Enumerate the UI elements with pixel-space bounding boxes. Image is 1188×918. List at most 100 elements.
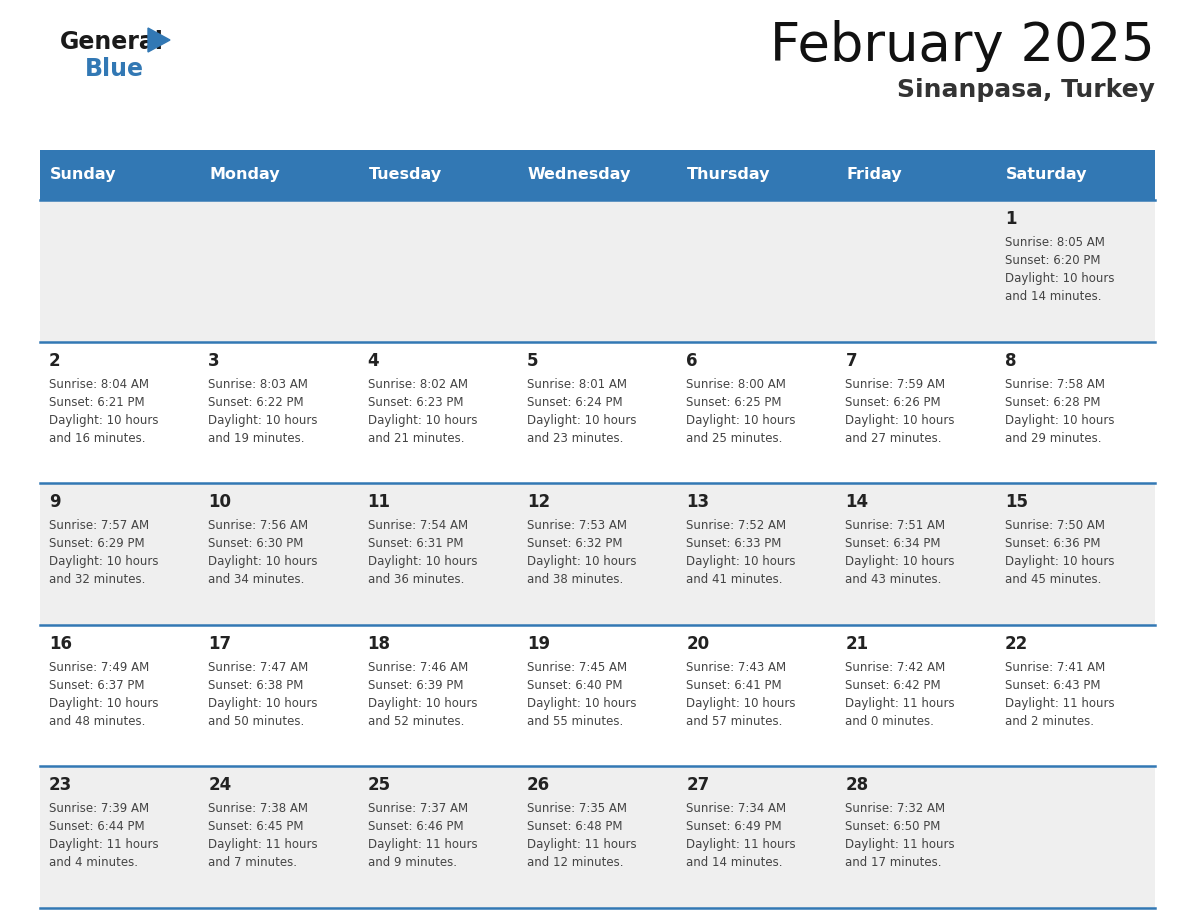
Text: 24: 24 <box>208 777 232 794</box>
Text: Sunrise: 7:46 AM: Sunrise: 7:46 AM <box>367 661 468 674</box>
Text: Daylight: 10 hours: Daylight: 10 hours <box>687 555 796 568</box>
Text: Daylight: 10 hours: Daylight: 10 hours <box>49 555 158 568</box>
Text: Daylight: 10 hours: Daylight: 10 hours <box>687 414 796 427</box>
Text: Sunset: 6:31 PM: Sunset: 6:31 PM <box>367 537 463 550</box>
Text: 10: 10 <box>208 493 232 511</box>
Text: and 41 minutes.: and 41 minutes. <box>687 573 783 587</box>
Text: and 29 minutes.: and 29 minutes. <box>1005 431 1101 444</box>
Text: 4: 4 <box>367 352 379 370</box>
Text: Sunrise: 7:35 AM: Sunrise: 7:35 AM <box>526 802 627 815</box>
Text: 20: 20 <box>687 635 709 653</box>
Text: and 4 minutes.: and 4 minutes. <box>49 856 138 869</box>
Text: 18: 18 <box>367 635 391 653</box>
Text: and 34 minutes.: and 34 minutes. <box>208 573 304 587</box>
Text: 14: 14 <box>846 493 868 511</box>
Text: and 16 minutes.: and 16 minutes. <box>49 431 145 444</box>
Text: Wednesday: Wednesday <box>527 167 631 183</box>
Text: Daylight: 10 hours: Daylight: 10 hours <box>208 555 317 568</box>
Text: 12: 12 <box>526 493 550 511</box>
Text: 17: 17 <box>208 635 232 653</box>
Text: Sunset: 6:29 PM: Sunset: 6:29 PM <box>49 537 145 550</box>
Text: Sunrise: 7:56 AM: Sunrise: 7:56 AM <box>208 520 309 532</box>
Text: and 36 minutes.: and 36 minutes. <box>367 573 465 587</box>
Text: Daylight: 10 hours: Daylight: 10 hours <box>846 555 955 568</box>
Text: Friday: Friday <box>846 167 902 183</box>
Text: Daylight: 11 hours: Daylight: 11 hours <box>846 838 955 851</box>
Text: Sunset: 6:45 PM: Sunset: 6:45 PM <box>208 821 304 834</box>
Text: Sunrise: 7:42 AM: Sunrise: 7:42 AM <box>846 661 946 674</box>
Text: Sunrise: 7:47 AM: Sunrise: 7:47 AM <box>208 661 309 674</box>
Text: 26: 26 <box>526 777 550 794</box>
Text: 27: 27 <box>687 777 709 794</box>
Text: Daylight: 10 hours: Daylight: 10 hours <box>526 555 637 568</box>
Bar <box>40 625 1155 767</box>
Text: Sunrise: 7:57 AM: Sunrise: 7:57 AM <box>49 520 150 532</box>
Text: 11: 11 <box>367 493 391 511</box>
Text: Sunset: 6:50 PM: Sunset: 6:50 PM <box>846 821 941 834</box>
Text: Sunrise: 7:50 AM: Sunrise: 7:50 AM <box>1005 520 1105 532</box>
Text: Sunrise: 7:37 AM: Sunrise: 7:37 AM <box>367 802 468 815</box>
Text: 6: 6 <box>687 352 697 370</box>
Text: and 17 minutes.: and 17 minutes. <box>846 856 942 869</box>
Text: Daylight: 10 hours: Daylight: 10 hours <box>526 414 637 427</box>
Text: Daylight: 10 hours: Daylight: 10 hours <box>846 414 955 427</box>
Text: Sunrise: 7:39 AM: Sunrise: 7:39 AM <box>49 802 150 815</box>
Text: Sunset: 6:44 PM: Sunset: 6:44 PM <box>49 821 145 834</box>
Text: Daylight: 10 hours: Daylight: 10 hours <box>208 414 317 427</box>
Text: Daylight: 10 hours: Daylight: 10 hours <box>49 414 158 427</box>
Text: Sunrise: 7:52 AM: Sunrise: 7:52 AM <box>687 520 786 532</box>
Text: Sunrise: 8:01 AM: Sunrise: 8:01 AM <box>526 377 627 390</box>
Text: Sunrise: 8:00 AM: Sunrise: 8:00 AM <box>687 377 786 390</box>
Text: Daylight: 10 hours: Daylight: 10 hours <box>1005 414 1114 427</box>
Text: Daylight: 10 hours: Daylight: 10 hours <box>1005 272 1114 285</box>
Text: Sunset: 6:20 PM: Sunset: 6:20 PM <box>1005 254 1100 267</box>
Text: and 14 minutes.: and 14 minutes. <box>1005 290 1101 303</box>
Text: Daylight: 11 hours: Daylight: 11 hours <box>208 838 318 851</box>
Text: and 55 minutes.: and 55 minutes. <box>526 715 624 728</box>
Text: Sunset: 6:43 PM: Sunset: 6:43 PM <box>1005 678 1100 692</box>
Text: 22: 22 <box>1005 635 1028 653</box>
Text: Sunset: 6:36 PM: Sunset: 6:36 PM <box>1005 537 1100 550</box>
Text: Daylight: 10 hours: Daylight: 10 hours <box>367 414 478 427</box>
Text: 3: 3 <box>208 352 220 370</box>
Text: Sunrise: 7:51 AM: Sunrise: 7:51 AM <box>846 520 946 532</box>
Text: and 52 minutes.: and 52 minutes. <box>367 715 465 728</box>
Text: Sunset: 6:37 PM: Sunset: 6:37 PM <box>49 678 145 692</box>
Text: 13: 13 <box>687 493 709 511</box>
Text: Sunset: 6:41 PM: Sunset: 6:41 PM <box>687 678 782 692</box>
Text: Daylight: 10 hours: Daylight: 10 hours <box>526 697 637 710</box>
Text: 19: 19 <box>526 635 550 653</box>
Text: and 2 minutes.: and 2 minutes. <box>1005 715 1094 728</box>
Bar <box>40 767 1155 908</box>
Text: and 7 minutes.: and 7 minutes. <box>208 856 297 869</box>
Text: Sunset: 6:38 PM: Sunset: 6:38 PM <box>208 678 304 692</box>
Bar <box>40 150 1155 200</box>
Text: Sunrise: 7:53 AM: Sunrise: 7:53 AM <box>526 520 627 532</box>
Text: 15: 15 <box>1005 493 1028 511</box>
Text: and 57 minutes.: and 57 minutes. <box>687 715 783 728</box>
Text: Sunset: 6:49 PM: Sunset: 6:49 PM <box>687 821 782 834</box>
Text: Sunrise: 7:34 AM: Sunrise: 7:34 AM <box>687 802 786 815</box>
Text: Daylight: 11 hours: Daylight: 11 hours <box>367 838 478 851</box>
Bar <box>40 483 1155 625</box>
Text: Sunrise: 7:49 AM: Sunrise: 7:49 AM <box>49 661 150 674</box>
Text: and 45 minutes.: and 45 minutes. <box>1005 573 1101 587</box>
Text: and 50 minutes.: and 50 minutes. <box>208 715 304 728</box>
Text: Daylight: 10 hours: Daylight: 10 hours <box>367 555 478 568</box>
Text: Sunset: 6:30 PM: Sunset: 6:30 PM <box>208 537 304 550</box>
Text: 7: 7 <box>846 352 857 370</box>
Text: February 2025: February 2025 <box>770 20 1155 72</box>
Text: Sunset: 6:32 PM: Sunset: 6:32 PM <box>526 537 623 550</box>
Text: Tuesday: Tuesday <box>368 167 442 183</box>
Text: 1: 1 <box>1005 210 1016 228</box>
Text: 5: 5 <box>526 352 538 370</box>
Text: 25: 25 <box>367 777 391 794</box>
Text: Sunset: 6:33 PM: Sunset: 6:33 PM <box>687 537 782 550</box>
Text: Saturday: Saturday <box>1006 167 1087 183</box>
Text: 8: 8 <box>1005 352 1016 370</box>
Text: 21: 21 <box>846 635 868 653</box>
Text: Sunrise: 8:04 AM: Sunrise: 8:04 AM <box>49 377 148 390</box>
Text: Sunrise: 8:05 AM: Sunrise: 8:05 AM <box>1005 236 1105 249</box>
Text: Sunrise: 7:41 AM: Sunrise: 7:41 AM <box>1005 661 1105 674</box>
Text: and 9 minutes.: and 9 minutes. <box>367 856 456 869</box>
